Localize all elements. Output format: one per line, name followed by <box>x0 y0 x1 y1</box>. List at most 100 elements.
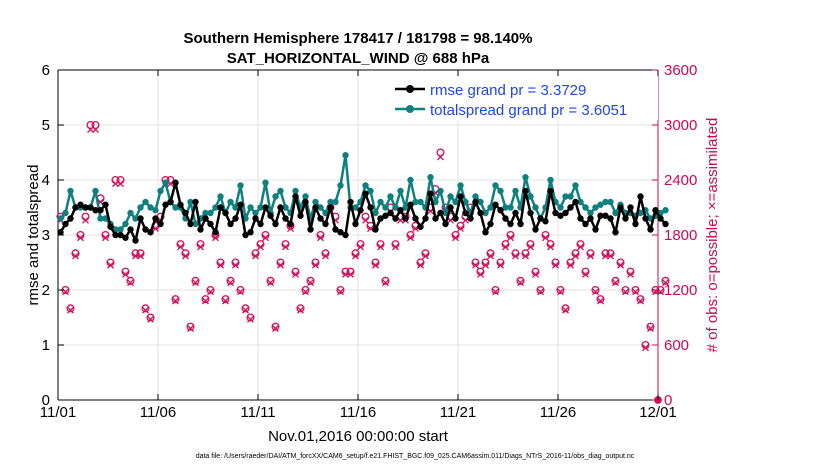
obs-assimilated-point <box>172 297 179 305</box>
obs-assimilated-stroke <box>202 297 209 305</box>
obs-assimilated-stroke <box>647 325 654 332</box>
obs-assimilated-point <box>437 153 444 161</box>
obs-assimilated-point <box>392 243 399 251</box>
obs-assimilated-point <box>342 270 349 278</box>
spread-point <box>512 187 519 195</box>
obs-assimilated-stroke <box>642 344 649 352</box>
rmse-point <box>597 212 604 219</box>
x-tick-label: 12/01 <box>639 404 677 421</box>
spread-point <box>447 193 454 200</box>
rmse-point <box>62 220 69 228</box>
spread-point <box>417 198 424 206</box>
rmse-point <box>252 215 259 222</box>
rmse-point <box>477 209 484 217</box>
spread-point <box>577 198 584 206</box>
obs-assimilated-point <box>67 306 74 314</box>
rmse-point <box>427 190 434 197</box>
rmse-point <box>642 215 649 222</box>
obs-assimilated-stroke <box>282 243 289 251</box>
obs-assimilated-stroke <box>82 216 89 224</box>
obs-assimilated-point <box>632 288 639 296</box>
rmse-point <box>227 220 234 228</box>
spread-point <box>342 152 349 159</box>
obs-assimilated-point <box>282 243 289 251</box>
spread-point <box>327 198 334 206</box>
rmse-point <box>362 190 369 197</box>
rmse-point <box>542 218 549 225</box>
spread-point <box>57 215 64 222</box>
obs-assimilated-stroke <box>267 279 274 287</box>
rmse-point <box>107 223 114 230</box>
obs-assimilated-point <box>452 234 459 242</box>
spread-point <box>132 215 139 222</box>
obs-possible-point <box>591 285 600 295</box>
obs-assimilated-point <box>197 243 204 251</box>
obs-assimilated-point <box>217 261 224 269</box>
spread-point <box>587 209 594 217</box>
rmse-point <box>332 226 339 233</box>
obs-assimilated-point <box>352 252 359 260</box>
obs-assimilated-point <box>617 261 624 269</box>
obs-assimilated-point <box>307 279 314 287</box>
obs-assimilated-point <box>582 270 589 278</box>
obs-possible-point <box>561 304 570 313</box>
obs-assimilated-point <box>622 288 629 296</box>
obs-assimilated-point <box>422 252 429 260</box>
rmse-point <box>357 207 364 214</box>
spread-point <box>597 201 604 208</box>
obs-assimilated-point <box>567 261 574 269</box>
rmse-point <box>182 209 189 217</box>
spread-point <box>137 204 144 211</box>
obs-assimilated-stroke <box>207 288 214 296</box>
legend-label-spread: totalspread grand pr = 3.6051 <box>430 102 627 119</box>
obs-assimilated-point <box>607 252 614 260</box>
obs-assimilated-point <box>257 243 264 251</box>
obs-assimilated-point <box>267 279 274 287</box>
obs-assimilated-point <box>262 234 269 242</box>
obs-assimilated-stroke <box>362 216 369 224</box>
rmse-point <box>97 207 104 214</box>
spread-point <box>412 198 419 206</box>
obs-assimilated-stroke <box>312 261 319 269</box>
obs-assimilated-stroke <box>247 315 254 323</box>
spread-point <box>302 193 309 200</box>
rmse-point <box>377 215 384 222</box>
y-tick-label: 2 <box>42 282 50 299</box>
spread-point <box>217 193 224 200</box>
obs-assimilated-point <box>192 279 199 287</box>
rmse-point <box>592 226 599 233</box>
spread-point <box>487 204 494 211</box>
obs-assimilated-stroke <box>392 243 399 251</box>
obs-assimilated-stroke <box>537 288 544 296</box>
obs-assimilated-stroke <box>532 270 539 278</box>
rmse-point <box>257 220 264 228</box>
spread-point <box>147 204 154 211</box>
spread-point <box>67 187 74 195</box>
obs-assimilated-stroke <box>147 315 154 323</box>
obs-assimilated-point <box>547 243 554 251</box>
rmse-point <box>172 179 179 186</box>
obs-assimilated-point <box>477 270 484 278</box>
obs-possible-point <box>81 212 90 221</box>
spread-point <box>97 215 104 222</box>
spread-point <box>232 204 239 211</box>
rmse-point <box>192 198 199 206</box>
legend-marker-rmse <box>406 85 414 93</box>
spread-point <box>162 179 169 186</box>
spread-point <box>212 204 219 211</box>
spread-point <box>522 174 529 181</box>
obs-assimilated-point <box>207 288 214 296</box>
rmse-point <box>512 209 519 217</box>
obs-assimilated-stroke <box>657 288 664 296</box>
rmse-point <box>587 215 594 222</box>
rmse-point <box>127 226 134 233</box>
rmse-point <box>557 212 564 219</box>
obs-possible-point <box>206 285 215 295</box>
rmse-point <box>247 229 254 236</box>
obs-assimilated-stroke <box>407 234 414 242</box>
spread-point <box>317 204 324 211</box>
obs-assimilated-stroke <box>472 261 479 269</box>
obs-assimilated-stroke <box>437 153 444 161</box>
obs-assimilated-point <box>122 270 129 278</box>
obs-assimilated-point <box>502 243 509 251</box>
